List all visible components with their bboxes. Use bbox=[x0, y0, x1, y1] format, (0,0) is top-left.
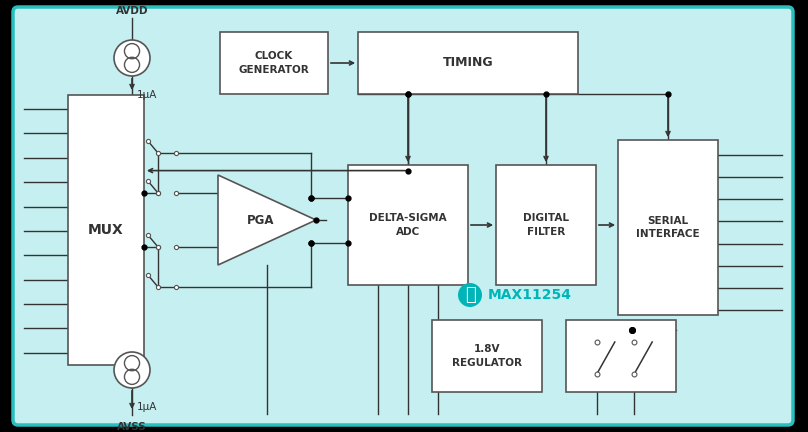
Text: CLOCK
GENERATOR: CLOCK GENERATOR bbox=[238, 51, 309, 75]
Bar bbox=[432, 320, 542, 392]
Bar bbox=[566, 320, 676, 392]
Bar bbox=[618, 140, 718, 315]
Bar bbox=[220, 32, 328, 94]
FancyBboxPatch shape bbox=[13, 7, 793, 425]
Polygon shape bbox=[218, 175, 316, 265]
Bar bbox=[358, 32, 578, 94]
Circle shape bbox=[114, 40, 150, 76]
Text: 1µA: 1µA bbox=[137, 90, 158, 100]
Text: PGA: PGA bbox=[247, 213, 275, 226]
Text: Ⓜ: Ⓜ bbox=[465, 286, 475, 304]
Text: MUX: MUX bbox=[88, 223, 124, 237]
Text: SERIAL
INTERFACE: SERIAL INTERFACE bbox=[636, 216, 700, 239]
Text: AVSS: AVSS bbox=[117, 422, 147, 432]
Circle shape bbox=[114, 352, 150, 388]
Text: DIGITAL
FILTER: DIGITAL FILTER bbox=[523, 213, 569, 237]
Text: DELTA-SIGMA
ADC: DELTA-SIGMA ADC bbox=[369, 213, 447, 237]
Text: MAX11254: MAX11254 bbox=[488, 288, 572, 302]
Bar bbox=[496, 165, 596, 285]
Bar bbox=[68, 95, 144, 365]
Bar bbox=[348, 165, 468, 285]
Circle shape bbox=[458, 283, 482, 307]
Text: 1.8V
REGULATOR: 1.8V REGULATOR bbox=[452, 344, 522, 368]
Text: TIMING: TIMING bbox=[443, 57, 494, 70]
Text: AVDD: AVDD bbox=[116, 6, 148, 16]
Text: 1µA: 1µA bbox=[137, 402, 158, 412]
